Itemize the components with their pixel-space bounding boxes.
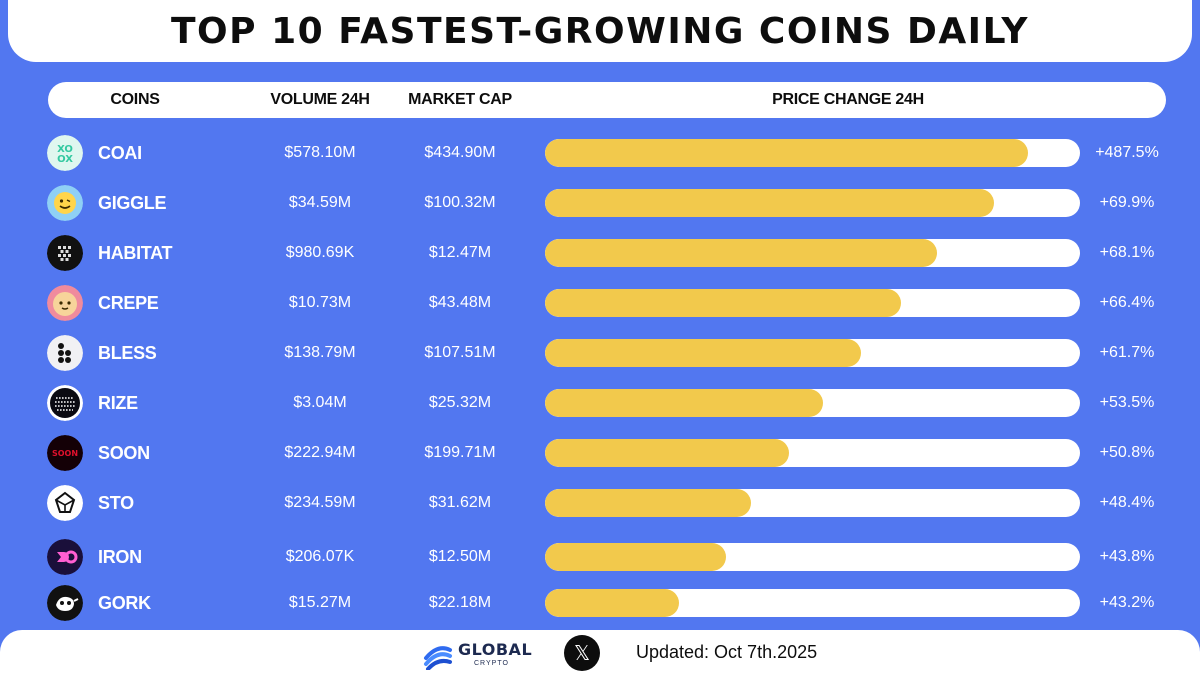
- price-change-bar: [545, 489, 751, 517]
- coin-name: GORK: [98, 593, 151, 613]
- market-cap-value: $434.90M: [424, 144, 496, 161]
- coin-name: STO: [98, 493, 134, 513]
- footer: GLOBAL CRYPTO 𝕏 Updated: Oct 7th.2025: [0, 630, 1200, 675]
- price-change-track: [545, 239, 1080, 267]
- global-crypto-logo[interactable]: GLOBAL CRYPTO: [422, 638, 542, 670]
- coin-name: RIZE: [98, 393, 138, 413]
- table-row: GIGGLE $34.59M $100.32M +69.9%: [0, 178, 1200, 228]
- volume-value: $3.04M: [293, 394, 347, 411]
- price-change-track: [545, 589, 1080, 617]
- price-change-label: +48.4%: [1099, 494, 1155, 511]
- price-change-bar: [545, 139, 1029, 167]
- price-change-track: [545, 489, 1080, 517]
- svg-text:XO: XO: [57, 144, 73, 155]
- sto-coin-icon: [47, 485, 83, 521]
- coin-name: SOON: [98, 443, 150, 463]
- coin-name: COAI: [98, 143, 142, 163]
- market-cap-value: $12.50M: [428, 548, 492, 565]
- price-change-label: +68.1%: [1099, 244, 1155, 261]
- market-cap-value: $31.62M: [428, 494, 492, 511]
- global-crypto-logo-icon: [424, 646, 452, 670]
- crepe-coin-icon: [47, 285, 83, 321]
- price-change-track: [545, 289, 1080, 317]
- price-change-track: [545, 189, 1080, 217]
- price-change-bar: [545, 339, 861, 367]
- volume-value: $34.59M: [288, 194, 352, 211]
- market-cap-value: $12.47M: [428, 244, 492, 261]
- coin-name: HABITAT: [98, 243, 173, 263]
- giggle-coin-icon: [47, 185, 83, 221]
- price-change-label: +43.2%: [1099, 594, 1155, 611]
- header-market-cap: MARKET CAP: [408, 91, 512, 108]
- volume-value: $234.59M: [284, 494, 356, 511]
- price-change-label: +61.7%: [1099, 344, 1155, 361]
- price-change-label: +487.5%: [1095, 144, 1159, 161]
- header-coins: COINS: [110, 91, 160, 108]
- header-price-change: PRICE CHANGE 24H: [772, 91, 924, 108]
- market-cap-value: $107.51M: [424, 344, 496, 361]
- price-change-track: [545, 543, 1080, 571]
- price-change-bar: [545, 239, 938, 267]
- page-title: TOP 10 FASTEST-GROWING COINS DAILY: [171, 10, 1029, 52]
- price-change-label: +66.4%: [1099, 294, 1155, 311]
- svg-text:OX: OX: [57, 154, 73, 165]
- price-change-bar: [545, 543, 726, 571]
- price-change-bar: [545, 289, 901, 317]
- price-change-track: [545, 139, 1080, 167]
- svg-text:SOON: SOON: [52, 449, 78, 458]
- price-change-bar: [545, 389, 824, 417]
- brand-subtitle: CRYPTO: [474, 660, 509, 667]
- price-change-label: +69.9%: [1099, 194, 1155, 211]
- volume-value: $10.73M: [288, 294, 352, 311]
- table-row: RIZE $3.04M $25.32M +53.5%: [0, 378, 1200, 428]
- table-row: XO OX COAI $578.10M $434.90M +487.5%: [0, 128, 1200, 178]
- market-cap-value: $22.18M: [428, 594, 492, 611]
- habitat-coin-icon: [47, 235, 83, 271]
- coin-name: CREPE: [98, 293, 159, 313]
- price-change-label: +43.8%: [1099, 548, 1155, 565]
- table-row: STO $234.59M $31.62M +48.4%: [0, 478, 1200, 528]
- market-cap-value: $100.32M: [424, 194, 496, 211]
- price-change-track: [545, 389, 1080, 417]
- price-change-track: [545, 339, 1080, 367]
- price-change-label: +50.8%: [1099, 444, 1155, 461]
- table-row: GORK $15.27M $22.18M +43.2%: [0, 578, 1200, 628]
- table-row: BLESS $138.79M $107.51M +61.7%: [0, 328, 1200, 378]
- table-row: IRON $206.07K $12.50M +43.8%: [0, 532, 1200, 582]
- x-social-icon[interactable]: 𝕏: [564, 635, 600, 671]
- rize-coin-icon: [47, 385, 83, 421]
- gork-coin-icon: [47, 585, 83, 621]
- volume-value: $980.69K: [285, 244, 355, 261]
- volume-value: $138.79M: [284, 344, 356, 361]
- price-change-bar: [545, 589, 679, 617]
- table-header: COINS VOLUME 24H MARKET CAP PRICE CHANGE…: [48, 82, 1166, 118]
- price-change-label: +53.5%: [1099, 394, 1155, 411]
- coin-name: GIGGLE: [98, 193, 167, 213]
- table-row: HABITAT $980.69K $12.47M +68.1%: [0, 228, 1200, 278]
- iron-coin-icon: [47, 539, 83, 575]
- volume-value: $222.94M: [284, 444, 356, 461]
- coai-coin-icon: XO OX: [47, 135, 83, 171]
- updated-date: Updated: Oct 7th.2025: [636, 642, 818, 662]
- bless-coin-icon: [47, 335, 83, 371]
- market-cap-value: $25.32M: [428, 394, 492, 411]
- volume-value: $15.27M: [288, 594, 352, 611]
- volume-value: $206.07K: [285, 548, 355, 565]
- volume-value: $578.10M: [284, 144, 356, 161]
- market-cap-value: $199.71M: [424, 444, 496, 461]
- title-banner: TOP 10 FASTEST-GROWING COINS DAILY: [8, 0, 1192, 62]
- market-cap-value: $43.48M: [428, 294, 492, 311]
- table-row: SOON SOON $222.94M $199.71M +50.8%: [0, 428, 1200, 478]
- price-change-track: [545, 439, 1080, 467]
- coin-name: BLESS: [98, 343, 157, 363]
- price-change-bar: [545, 189, 995, 217]
- header-volume: VOLUME 24H: [270, 91, 370, 108]
- table-row: CREPE $10.73M $43.48M +66.4%: [0, 278, 1200, 328]
- price-change-bar: [545, 439, 790, 467]
- coin-name: IRON: [98, 547, 142, 567]
- soon-coin-icon: SOON: [47, 435, 83, 471]
- brand-name: GLOBAL: [458, 640, 533, 659]
